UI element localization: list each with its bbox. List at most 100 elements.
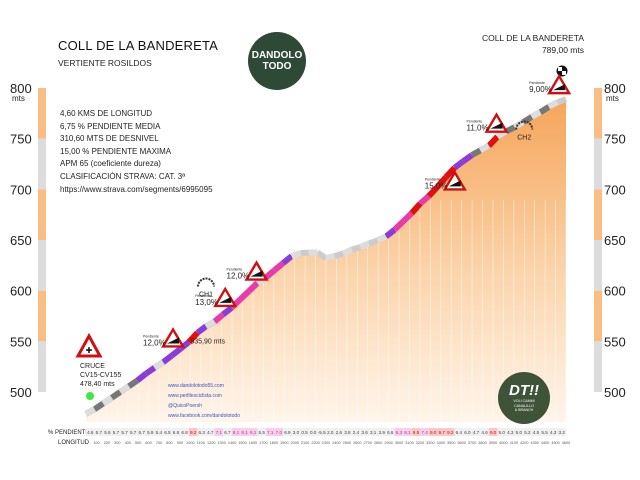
distance-tick-label: 2500 — [343, 441, 351, 445]
grade-cell-value: 9.2 — [447, 430, 454, 435]
grade-cell-value: 4.6 — [87, 430, 94, 435]
info-max-grade: 15,00 % PENDIENTE MAXIMA — [60, 146, 172, 156]
right-axis-band — [594, 189, 602, 240]
distance-tick-label: 1700 — [259, 441, 267, 445]
distance-tick-label: 700 — [156, 441, 162, 445]
start-name: CRUCE — [80, 363, 105, 370]
grade-cell-value: 8.1 — [404, 430, 411, 435]
grade-cell — [454, 428, 464, 436]
grade-cell-value: 6.7 — [139, 430, 146, 435]
distance-tick-label: 1900 — [280, 441, 288, 445]
distance-tick-label: 2400 — [332, 441, 340, 445]
distance-tick-label: 1200 — [207, 441, 215, 445]
right-tick-label: 650 — [604, 233, 626, 248]
link-facebook[interactable]: www.facebook.com/dandolotodo — [168, 413, 240, 419]
distance-tick-label: 3100 — [405, 441, 413, 445]
right-axis-band — [594, 341, 602, 392]
grade-cell — [171, 428, 181, 436]
grade-cell — [360, 428, 369, 436]
link-perfiles[interactable]: www.perfilesciclista.com — [168, 393, 222, 399]
distance-tick-label: 300 — [114, 441, 120, 445]
profile-segment — [401, 210, 414, 224]
distance-tick-label: 2900 — [384, 441, 392, 445]
grade-cell — [180, 428, 189, 436]
distance-tick-label: 4600 — [562, 441, 570, 445]
grade-cell-value: 7.4 — [421, 430, 428, 435]
link-website[interactable]: www.dandolotodo55.com — [168, 383, 224, 389]
grade-cell — [540, 428, 549, 436]
info-strava-link[interactable]: https://www.strava.com/segments/6995095 — [60, 184, 213, 194]
profile-segment — [186, 330, 200, 345]
dandolo-todo-logo: DANDOLO TODO — [248, 32, 306, 90]
grade-cell — [128, 428, 138, 436]
link-twitter[interactable]: @QuicoPoersh — [168, 403, 202, 409]
distance-tick-label: 3400 — [437, 441, 445, 445]
grade-cell — [146, 428, 155, 436]
profile-segment — [409, 201, 423, 216]
right-axis-band — [594, 240, 602, 291]
chart-title: COLL DE LA BANDERETA — [58, 38, 219, 53]
grade-cell-value: 3.8 — [344, 430, 351, 435]
profile-segment — [144, 365, 157, 377]
distance-row-label: LONGITUD — [58, 440, 90, 446]
profile-segment — [426, 184, 440, 199]
profile-segment — [452, 158, 465, 171]
info-elevation-gain: 310,60 MTS DE DESNIVEL — [60, 134, 159, 144]
grade-sign-caption: Pendiente — [227, 268, 243, 272]
distance-tick-label: 3300 — [426, 441, 434, 445]
profile-segment — [486, 134, 500, 148]
grade-cell — [248, 428, 258, 436]
profile-segment-light — [513, 119, 525, 130]
grade-cell — [480, 428, 489, 436]
grade-cell — [214, 428, 224, 436]
grade-cell-value: 5.7 — [96, 430, 103, 435]
hairpin-curve-arc — [515, 120, 534, 130]
start-altitude: 478,40 mts — [80, 381, 115, 388]
grade-colored-profile-line — [84, 65, 568, 417]
grade-sign-caption: Pendiente — [143, 334, 159, 338]
distance-tick-label: 2000 — [290, 441, 298, 445]
summit-label: COLL DE LA BANDERETA 789,00 mts — [482, 32, 584, 56]
finish-flag-checker — [558, 67, 566, 75]
profile-segment — [92, 400, 105, 412]
grade-sign-value: 12,0% — [227, 272, 250, 281]
profile-segment — [161, 353, 174, 365]
grade-sign-caption: Pendiente — [529, 81, 545, 85]
hairpin-label: CH2 — [517, 134, 531, 141]
grade-cell — [223, 428, 232, 436]
grade-cell — [497, 428, 506, 436]
grade-cell-value: 8.1 — [233, 430, 240, 435]
grade-cell-value: 4.7 — [207, 430, 214, 435]
right-tick-label: 700 — [604, 182, 626, 197]
logo-top-line1: DANDOLO — [251, 50, 303, 61]
grade-cell — [86, 428, 95, 436]
profile-segment — [538, 104, 551, 115]
dt-logo-small2: CANALILLO — [514, 403, 534, 408]
distance-tick-label: 3000 — [395, 441, 403, 445]
grade-cell-value: 6.6 — [173, 430, 180, 435]
grade-warning-icon — [244, 260, 269, 281]
grade-cell-value: 8.1 — [250, 430, 257, 435]
profile-segment — [212, 312, 226, 324]
grade-cell-value: 7.1 — [216, 430, 223, 435]
left-axis-band — [38, 88, 46, 139]
grade-cell — [351, 428, 361, 436]
profile-segment — [135, 371, 148, 383]
grade-cell-value: 7.0 — [276, 430, 283, 435]
left-tick-label: 800 — [10, 81, 32, 96]
distance-tick-label: 3800 — [478, 441, 486, 445]
left-axis-band — [38, 290, 46, 342]
distance-tick-label: 900 — [177, 441, 183, 445]
profile-segment-light — [359, 240, 371, 250]
right-tick-label: 500 — [604, 385, 626, 400]
grade-cell-value: 4.5 — [533, 430, 540, 435]
grade-cell — [300, 428, 309, 436]
start-cross-glyph: ✚ — [86, 346, 93, 355]
grade-warning-slope — [167, 337, 180, 344]
profile-segment — [418, 193, 431, 206]
profile-segment — [272, 260, 286, 273]
grade-cell-value: 5.0 — [499, 430, 506, 435]
grade-cell — [163, 428, 172, 436]
